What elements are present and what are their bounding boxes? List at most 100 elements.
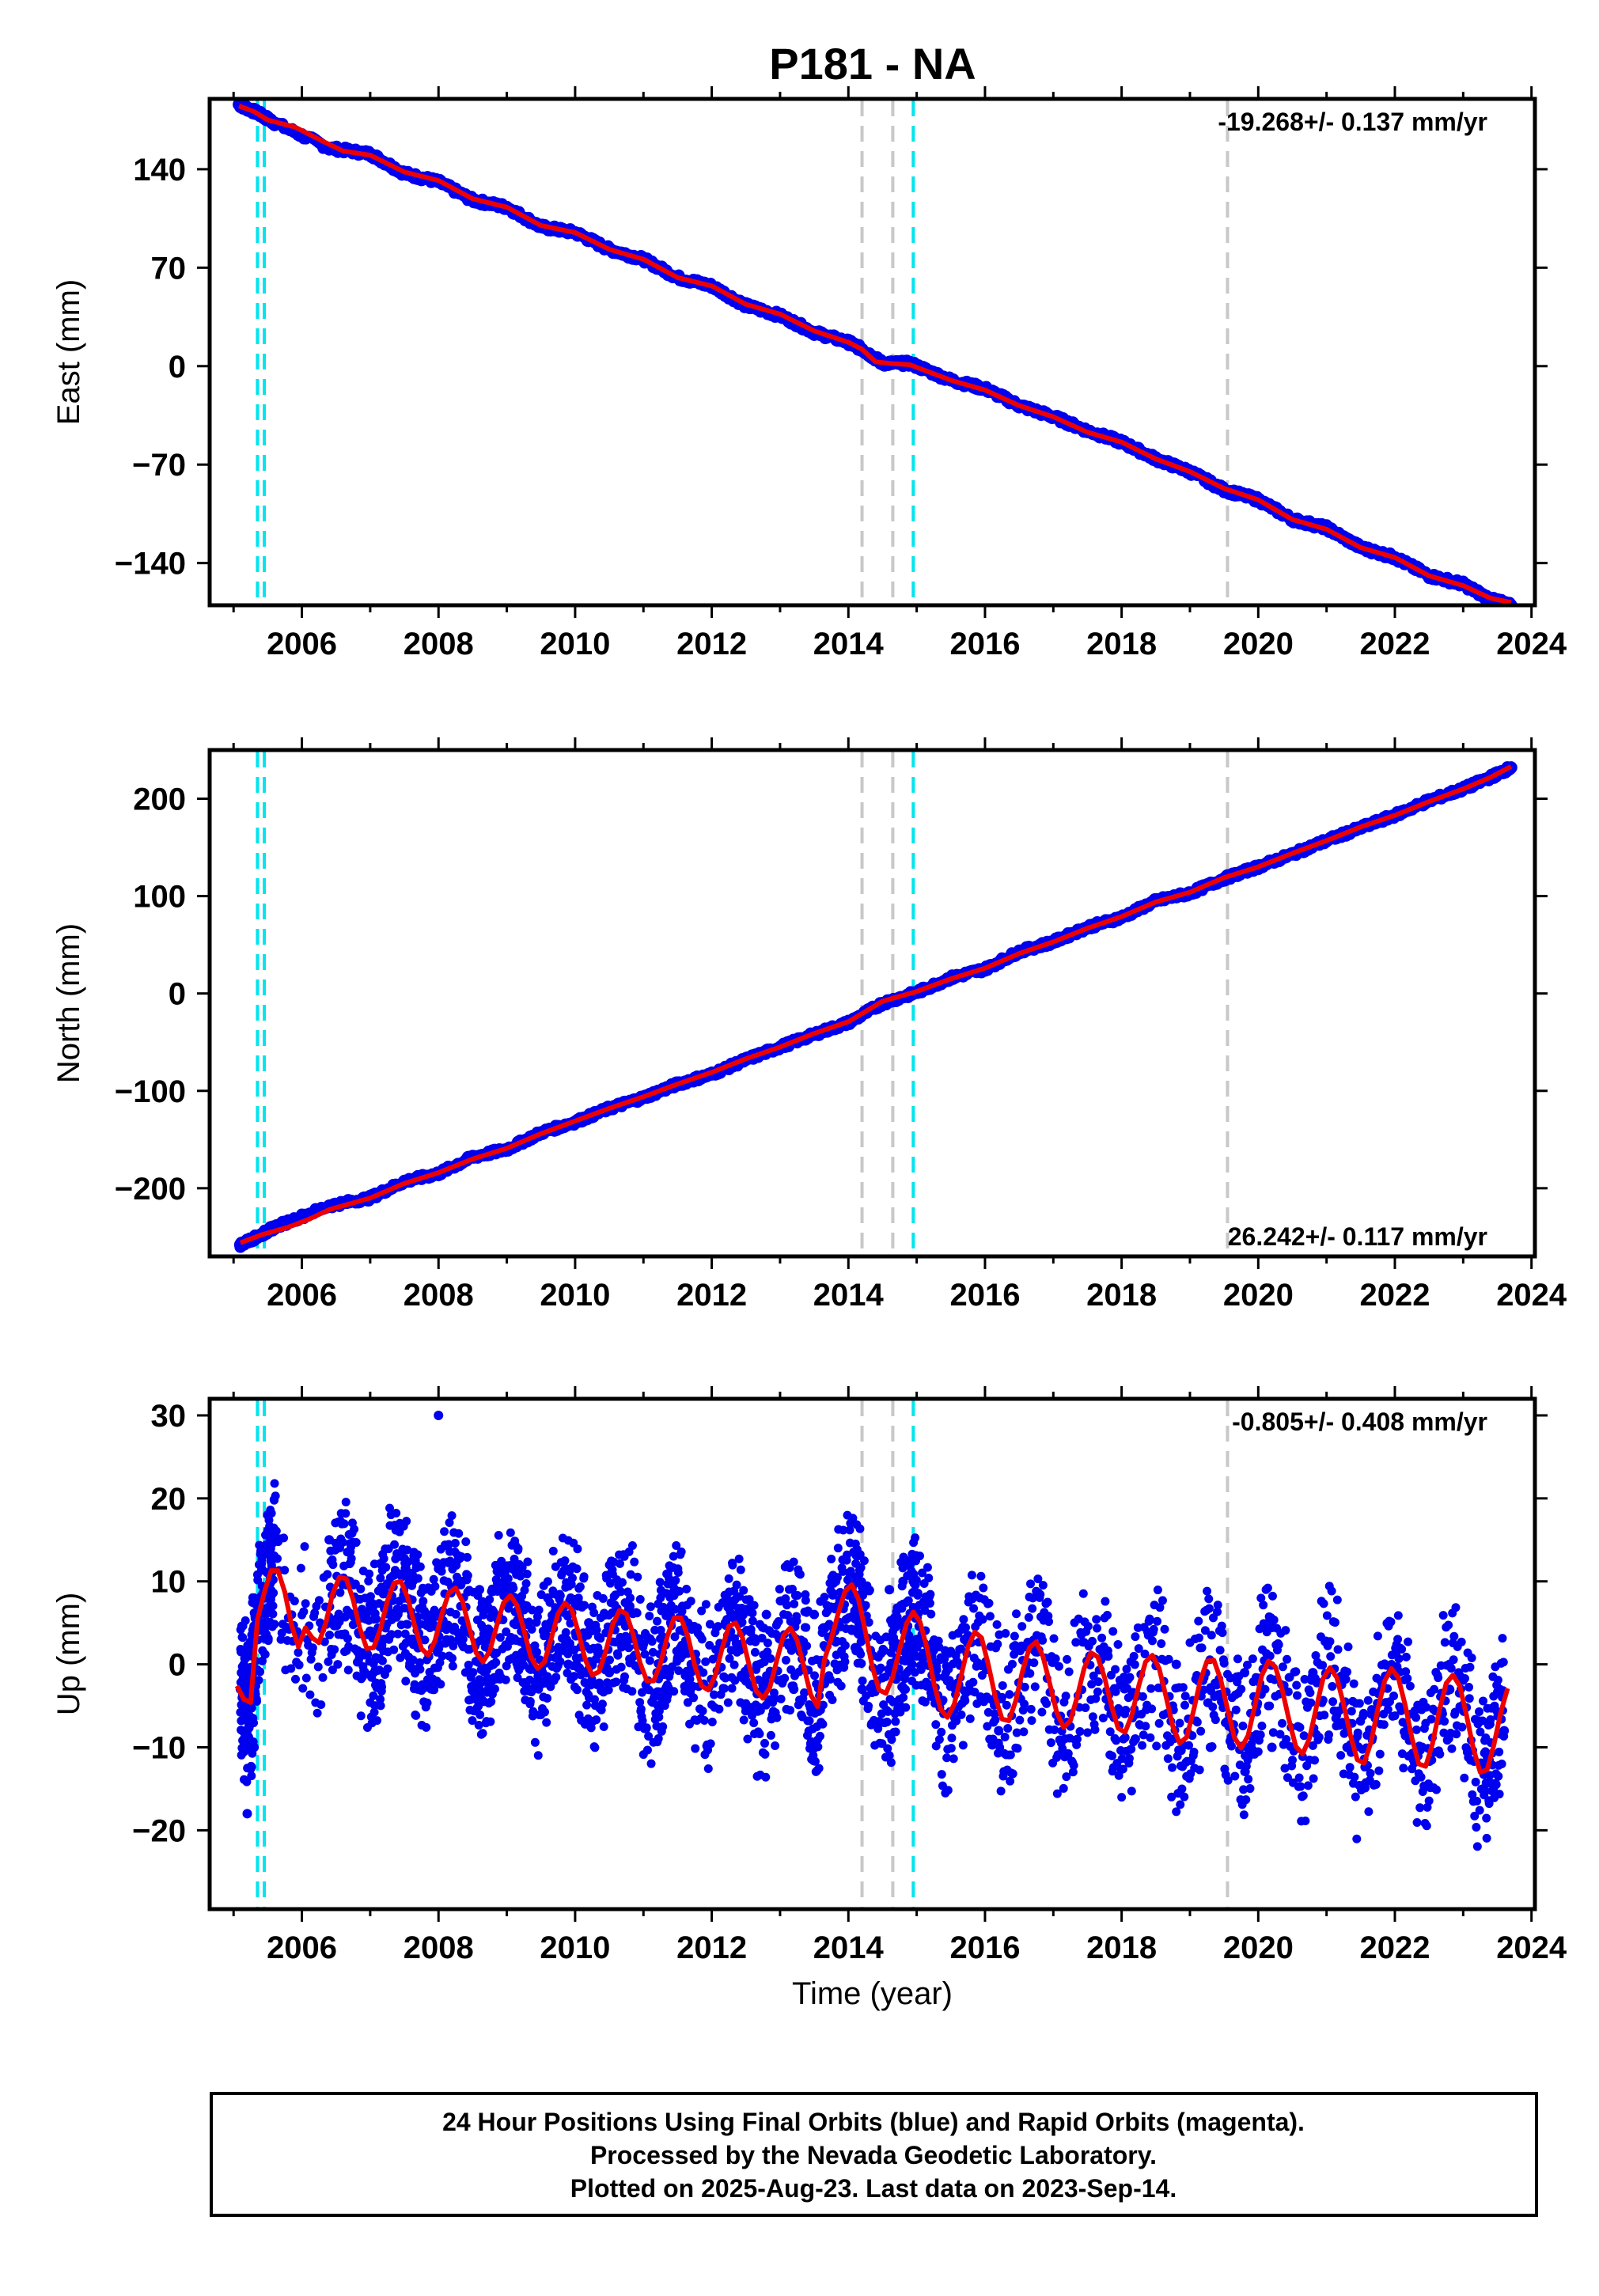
observation-point [801,1596,810,1605]
observation-point [381,1563,391,1572]
observation-point [1087,1680,1097,1689]
observation-point [1134,1644,1143,1654]
observation-point [1124,1753,1134,1763]
observation-point [676,1547,686,1556]
observation-point [436,1680,445,1689]
observation-point [587,1675,597,1684]
observation-point [1091,1694,1101,1703]
observation-point [325,1630,335,1639]
observation-point [640,1650,650,1659]
observation-point [825,1674,835,1684]
observation-point [1103,1611,1112,1620]
observation-point [701,1600,710,1609]
observation-point [636,1704,646,1714]
observation-point [310,1608,320,1618]
observation-point [451,1609,460,1619]
observation-point [1176,1800,1185,1809]
observation-point [996,1786,1006,1796]
observation-point [1117,1793,1127,1802]
observation-point [793,1590,802,1600]
observation-point [760,1749,770,1759]
observation-point [376,1695,385,1704]
observation-point [501,1675,510,1684]
observation-point [1098,1713,1108,1722]
observation-point [1097,1633,1107,1642]
observation-point [1160,1624,1169,1634]
observation-point [318,1673,328,1682]
observation-point [580,1601,589,1610]
observation-point [252,1696,262,1706]
observation-point [979,1583,988,1593]
observation-point [795,1570,805,1579]
observation-point [294,1660,304,1669]
observation-point [635,1595,645,1605]
observation-point [727,1684,737,1693]
observation-point [299,1607,309,1616]
observation-point [551,1673,561,1682]
observation-point [916,1665,926,1674]
observation-point [1012,1609,1021,1619]
observation-point [937,1770,946,1779]
observation-point [478,1729,487,1738]
observation-point [448,1661,457,1671]
observation-point [991,1715,1000,1725]
observation-point [313,1708,322,1718]
observation-point [542,1718,551,1727]
observation-point [565,1639,574,1648]
observation-point [664,1574,673,1583]
observation-point [1017,1622,1027,1631]
observation-point [687,1668,696,1677]
observation-point [663,1692,673,1701]
observation-point [689,1693,699,1703]
observation-point [654,1733,663,1743]
observation-point [1002,1700,1011,1710]
observation-point [1172,1807,1181,1817]
observation-point [543,1693,552,1703]
observation-point [992,1620,1002,1629]
observation-point [440,1527,449,1536]
observation-point [626,1570,635,1579]
observation-point [306,1654,316,1664]
observation-point [422,1722,431,1732]
y-tick-label: 0 [169,350,186,385]
observation-point [714,1704,724,1714]
observation-point [1113,1639,1123,1649]
observation-point [270,1620,279,1629]
observation-point [683,1698,692,1707]
observation-point [532,1612,542,1621]
observation-point [247,1771,256,1781]
observation-point [1026,1704,1036,1714]
observation-point [1005,1690,1014,1699]
observation-point [597,1699,607,1709]
x-tick-label: 2014 [813,627,885,661]
observation-point [555,1591,565,1601]
observation-point [1059,1783,1068,1793]
observation-point [820,1593,829,1602]
observation-point [749,1718,759,1728]
observation-point [313,1662,323,1672]
observation-point [682,1584,692,1593]
observation-point [891,1727,900,1737]
observation-point [810,1671,820,1680]
observation-point [645,1612,654,1621]
x-tick-label: 2014 [813,1278,885,1313]
observation-point [330,1645,339,1654]
observation-point [978,1615,987,1624]
observation-point [1028,1604,1037,1613]
panel-east: 2006 2008 2010 2012 2014 2016 2018 2020 2022 2024… [51,86,1567,661]
observation-point [857,1659,866,1669]
observation-point [1130,1660,1139,1669]
observation-point [257,1656,267,1665]
observation-point [642,1723,651,1733]
observation-point [616,1662,626,1672]
observation-point [739,1715,748,1725]
observation-point [748,1608,757,1618]
observation-point [1038,1581,1048,1590]
observation-point [438,1651,447,1661]
observation-point [540,1707,549,1717]
observation-point [655,1578,665,1587]
observation-point [1028,1593,1037,1603]
observation-point [699,1668,708,1677]
observation-point [873,1724,883,1733]
observation-point [1147,1704,1157,1714]
